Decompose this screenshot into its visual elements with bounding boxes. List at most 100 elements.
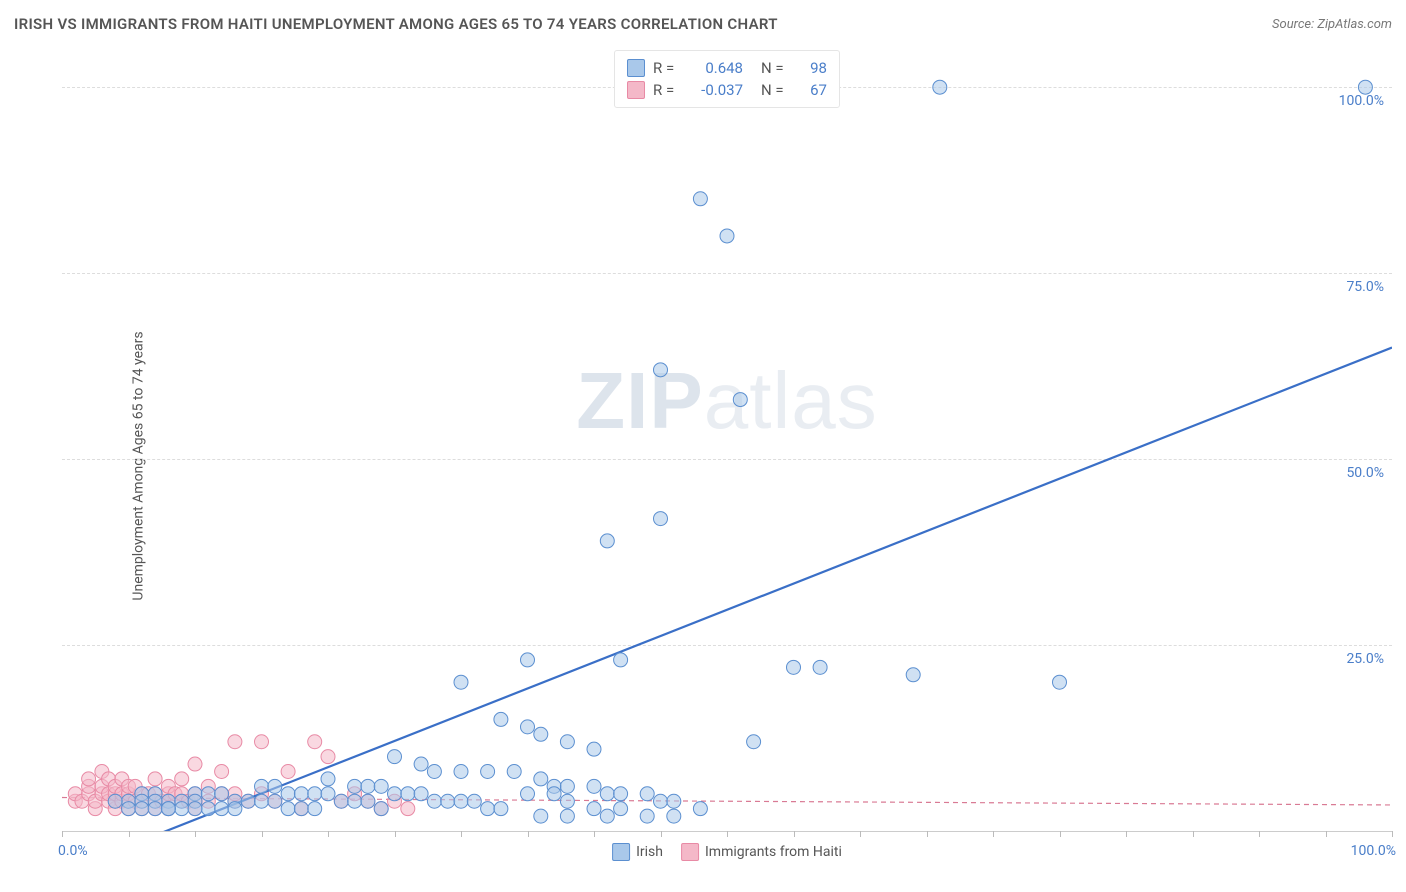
data-point xyxy=(600,809,614,823)
data-point xyxy=(906,668,920,682)
data-point xyxy=(521,720,535,734)
data-point xyxy=(188,802,202,816)
data-point xyxy=(560,779,574,793)
data-point xyxy=(361,794,375,808)
data-point xyxy=(188,757,202,771)
plot-region: ZIPatlas R = 0.648 N = 98 R = -0.037 N =… xyxy=(62,50,1392,832)
r-label: R = xyxy=(653,59,681,77)
data-point xyxy=(614,787,628,801)
data-point xyxy=(281,764,295,778)
data-point xyxy=(467,794,481,808)
chart-source: Source: ZipAtlas.com xyxy=(1272,17,1392,32)
scatter-svg xyxy=(62,50,1392,831)
data-point xyxy=(654,512,668,526)
data-point xyxy=(1358,80,1372,94)
legend-row-haiti: R = -0.037 N = 67 xyxy=(627,79,827,101)
n-value-haiti: 67 xyxy=(797,81,827,99)
data-point xyxy=(374,779,388,793)
data-point xyxy=(228,735,242,749)
data-point xyxy=(787,660,801,674)
swatch-haiti-icon xyxy=(681,843,699,861)
data-point xyxy=(308,735,322,749)
data-point xyxy=(720,229,734,243)
data-point xyxy=(294,787,308,801)
data-point xyxy=(667,794,681,808)
data-point xyxy=(733,393,747,407)
series-legend: Irish Immigrants from Haiti xyxy=(612,843,842,861)
r-label: R = xyxy=(653,81,681,99)
data-point xyxy=(148,802,162,816)
data-point xyxy=(321,787,335,801)
x-tick-mark xyxy=(794,831,795,837)
data-point xyxy=(560,794,574,808)
data-point xyxy=(534,809,548,823)
chart-area: Unemployment Among Ages 65 to 74 years Z… xyxy=(14,50,1392,882)
swatch-irish xyxy=(627,59,645,77)
data-point xyxy=(268,794,282,808)
swatch-irish-icon xyxy=(612,843,630,861)
data-point xyxy=(587,779,601,793)
chart-header: IRISH VS IMMIGRANTS FROM HAITI UNEMPLOYM… xyxy=(0,0,1406,40)
data-point xyxy=(654,363,668,377)
data-point xyxy=(348,794,362,808)
data-point xyxy=(693,802,707,816)
data-point xyxy=(321,772,335,786)
data-point xyxy=(587,802,601,816)
data-point xyxy=(215,787,229,801)
data-point xyxy=(321,750,335,764)
data-point xyxy=(82,772,96,786)
legend-item-haiti: Immigrants from Haiti xyxy=(681,843,842,861)
x-tick-mark xyxy=(661,831,662,837)
data-point xyxy=(294,802,308,816)
r-value-haiti: -0.037 xyxy=(689,81,743,99)
x-tick-mark xyxy=(1326,831,1327,837)
x-tick-mark xyxy=(993,831,994,837)
data-point xyxy=(481,802,495,816)
data-point xyxy=(308,802,322,816)
data-point xyxy=(494,802,508,816)
data-point xyxy=(614,653,628,667)
data-point xyxy=(388,750,402,764)
data-point xyxy=(388,787,402,801)
data-point xyxy=(401,787,415,801)
n-value-irish: 98 xyxy=(797,59,827,77)
data-point xyxy=(454,794,468,808)
data-point xyxy=(281,787,295,801)
correlation-legend: R = 0.648 N = 98 R = -0.037 N = 67 xyxy=(614,50,840,108)
trend-line-Irish xyxy=(129,348,1393,831)
data-point xyxy=(334,794,348,808)
data-point xyxy=(161,802,175,816)
data-point xyxy=(534,772,548,786)
data-point xyxy=(813,660,827,674)
data-point xyxy=(268,779,282,793)
data-point xyxy=(348,779,362,793)
data-point xyxy=(135,802,149,816)
data-point xyxy=(281,802,295,816)
x-tick-mark xyxy=(62,831,63,837)
chart-title: IRISH VS IMMIGRANTS FROM HAITI UNEMPLOYM… xyxy=(14,15,778,33)
data-point xyxy=(255,779,269,793)
data-point xyxy=(122,802,136,816)
data-point xyxy=(747,735,761,749)
x-tick-mark xyxy=(1060,831,1061,837)
data-point xyxy=(427,794,441,808)
data-point xyxy=(148,772,162,786)
x-min-label: 0.0% xyxy=(58,843,88,859)
x-tick-mark xyxy=(1259,831,1260,837)
r-value-irish: 0.648 xyxy=(689,59,743,77)
data-point xyxy=(933,80,947,94)
data-point xyxy=(693,192,707,206)
data-point xyxy=(521,653,535,667)
x-tick-mark xyxy=(528,831,529,837)
swatch-haiti xyxy=(627,81,645,99)
data-point xyxy=(560,809,574,823)
data-point xyxy=(600,534,614,548)
data-point xyxy=(255,735,269,749)
data-point xyxy=(441,794,455,808)
data-point xyxy=(175,772,189,786)
data-point xyxy=(108,794,122,808)
x-tick-mark xyxy=(328,831,329,837)
data-point xyxy=(640,809,654,823)
data-point xyxy=(201,802,215,816)
data-point xyxy=(414,787,428,801)
